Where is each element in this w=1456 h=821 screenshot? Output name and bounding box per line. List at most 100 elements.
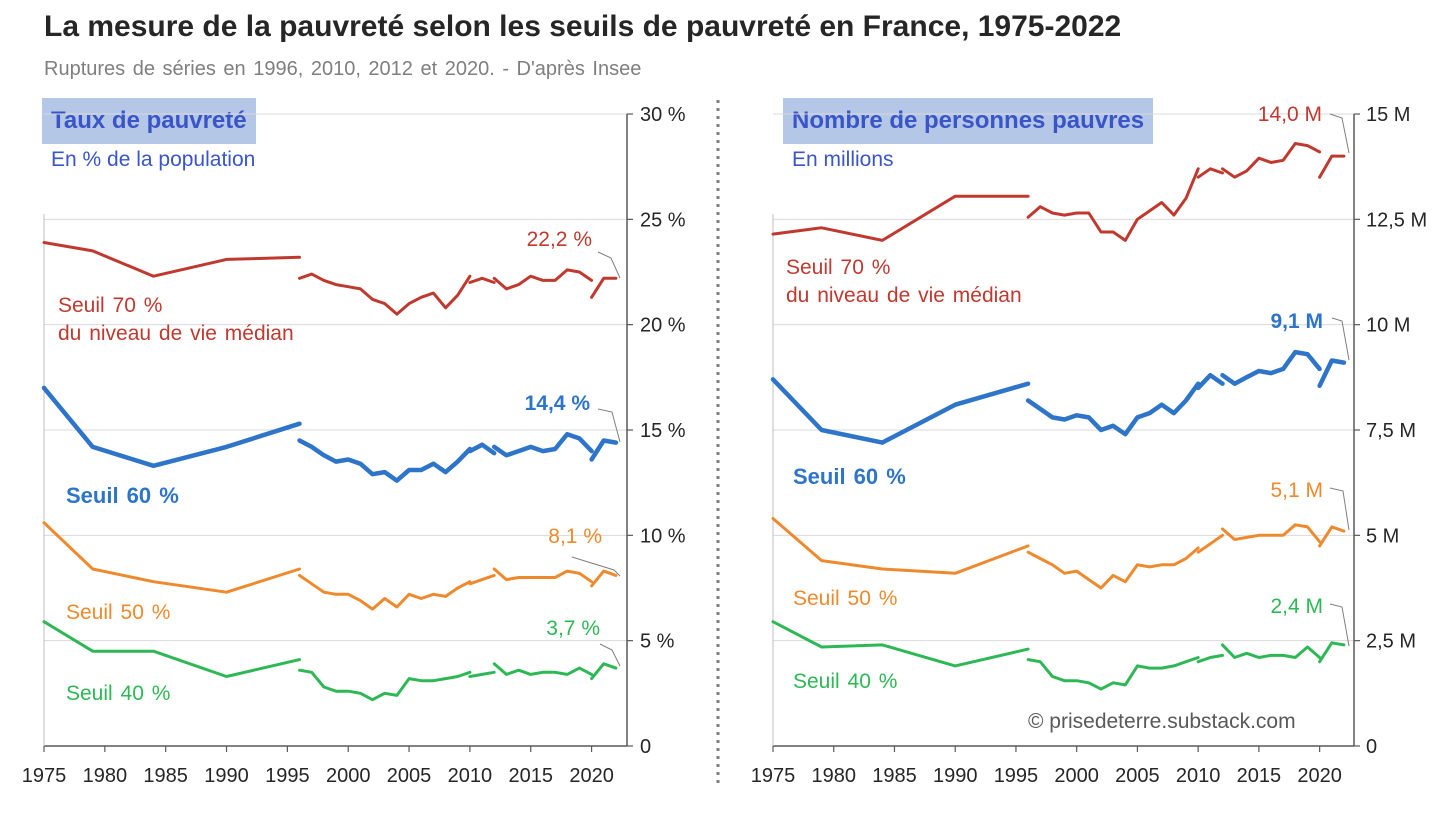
series-line-s50 <box>42 521 301 594</box>
series-line-s40 <box>492 662 594 676</box>
y-tick-label: 25 % <box>640 209 686 231</box>
series-line-s40 <box>42 620 301 678</box>
series-line-s60 <box>1025 381 1201 437</box>
x-tick-label: 2005 <box>1115 765 1160 787</box>
callout-leader-s70 <box>1329 113 1350 154</box>
end-value-label-s70: 14,0 M <box>1258 103 1322 126</box>
series-line-s60 <box>1195 372 1225 391</box>
series-line-s40 <box>590 662 618 681</box>
series-label-s70: Seuil 70 % <box>786 256 890 279</box>
y-tick-label: 30 % <box>640 104 686 126</box>
series-line-s70 <box>468 276 496 284</box>
x-tick-label: 1980 <box>83 765 128 787</box>
left-panel-subtitle: En % de la population <box>51 148 256 171</box>
series-line-s60 <box>770 377 1031 445</box>
x-tick-label: 1980 <box>811 765 856 787</box>
y-tick-label: 15 M <box>1366 104 1410 126</box>
series-line-s40 <box>1196 653 1224 664</box>
series-label-s40: Seuil 40 % <box>793 670 897 693</box>
end-value-label-s40: 2,4 M <box>1270 595 1323 618</box>
series-line-s70 <box>298 272 472 316</box>
left-panel-title: Taux de pauvreté <box>42 98 256 144</box>
x-tick-label: 1985 <box>872 765 917 787</box>
end-value-label-s50: 5,1 M <box>1270 479 1323 502</box>
x-tick-label: 1995 <box>265 765 310 787</box>
y-tick-label: 0 <box>1366 736 1377 758</box>
poverty-rate-panel: 1975 1980 1985 1990 1995 2000 2005 2010 2015 2020… <box>22 104 686 787</box>
series-line-s50 <box>1221 523 1322 544</box>
source-credit: © prisedeterre.substack.com <box>1028 710 1296 733</box>
series-line-s50 <box>1026 546 1200 590</box>
callout-leader-s50 <box>1329 487 1350 531</box>
x-tick-label: 1975 <box>751 765 796 787</box>
x-tick-label: 2020 <box>1297 765 1342 787</box>
series-label-s70: du niveau de vie médian <box>786 284 1022 307</box>
callout-leader-s60 <box>597 408 621 443</box>
series-line-s70 <box>1196 167 1224 179</box>
series-line-s60 <box>491 431 594 458</box>
series-line-s70 <box>1318 154 1346 179</box>
series-line-s60 <box>1317 358 1347 389</box>
chart-subtitle: Ruptures de séries en 1996, 2010, 2012 e… <box>44 58 642 80</box>
y-tick-label: 7,5 M <box>1366 420 1416 442</box>
series-label-s40: Seuil 40 % <box>66 682 170 705</box>
series-line-s60 <box>41 385 302 469</box>
y-tick-label: 2,5 M <box>1366 631 1416 653</box>
series-line-s60 <box>467 442 497 456</box>
series-label-s70: du niveau de vie médian <box>58 322 294 345</box>
series-line-s60 <box>1220 349 1322 386</box>
y-tick-label: 5 % <box>640 631 675 653</box>
series-line-s70 <box>771 194 1030 242</box>
series-label-s60: Seuil 60 % <box>793 464 906 489</box>
series-line-s70 <box>1026 167 1200 242</box>
series-label-s60: Seuil 60 % <box>66 483 179 508</box>
series-line-s40 <box>1026 656 1200 691</box>
x-tick-label: 1975 <box>22 765 67 787</box>
series-line-s50 <box>492 567 594 584</box>
callout-leader-s70 <box>597 251 621 279</box>
callout-leader-s40 <box>1329 603 1350 647</box>
end-value-label-s60: 9,1 M <box>1270 310 1323 333</box>
x-tick-label: 2015 <box>508 765 553 787</box>
series-line-s50 <box>1196 533 1224 554</box>
series-line-s70 <box>590 276 618 299</box>
end-value-label-s70: 22,2 % <box>527 228 592 251</box>
y-tick-label: 0 <box>640 736 651 758</box>
x-tick-label: 2010 <box>1176 765 1221 787</box>
x-tick-label: 1990 <box>933 765 978 787</box>
y-tick-label: 12,5 M <box>1366 209 1427 231</box>
x-tick-label: 2020 <box>569 765 614 787</box>
series-label-s70: Seuil 70 % <box>58 294 162 317</box>
callout-leader-s50 <box>571 556 621 577</box>
series-line-s40 <box>771 620 1030 668</box>
end-value-label-s50: 8,1 % <box>548 525 602 548</box>
series-line-s40 <box>1221 643 1322 659</box>
x-tick-label: 2000 <box>1054 765 1099 787</box>
right-panel-subtitle: En millions <box>792 148 894 171</box>
right-panel-title: Nombre de personnes pauvres <box>783 98 1154 144</box>
series-line-s50 <box>590 569 618 588</box>
chart-title: La mesure de la pauvreté selon les seuil… <box>44 10 1122 43</box>
series-label-s50: Seuil 50 % <box>793 587 897 610</box>
series-label-s50: Seuil 50 % <box>66 601 170 624</box>
end-value-label-s60: 14,4 % <box>525 392 591 415</box>
series-line-s40 <box>1318 641 1346 664</box>
series-line-s60 <box>589 438 619 462</box>
y-tick-label: 10 % <box>640 525 686 547</box>
series-line-s40 <box>298 668 472 702</box>
x-tick-label: 2005 <box>387 765 432 787</box>
series-line-s50 <box>468 573 496 586</box>
x-tick-label: 2010 <box>448 765 493 787</box>
y-tick-label: 5 M <box>1366 525 1399 547</box>
x-tick-label: 1995 <box>994 765 1039 787</box>
x-tick-label: 1990 <box>204 765 249 787</box>
callout-leader-s40 <box>599 643 621 667</box>
series-line-s50 <box>771 517 1030 575</box>
poor-people-count-panel: 1975 1980 1985 1990 1995 2000 2005 2010 2015 2020… <box>751 103 1427 787</box>
series-line-s70 <box>42 241 301 278</box>
y-tick-label: 15 % <box>640 420 686 442</box>
series-line-s40 <box>468 670 496 678</box>
end-value-label-s40: 3,7 % <box>546 617 600 640</box>
series-line-s70 <box>492 268 594 291</box>
